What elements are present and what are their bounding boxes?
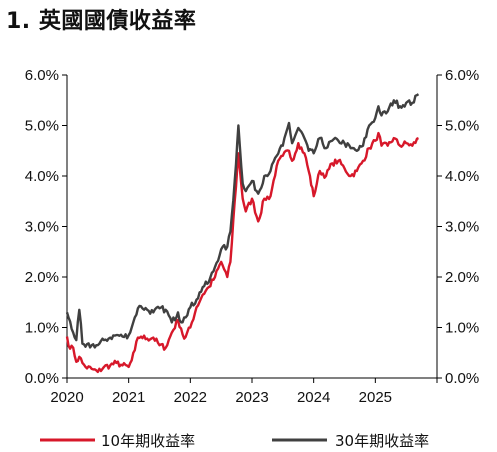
y-tick-label-left: 0.0% (25, 370, 59, 387)
y-tick-label-left: 3.0% (25, 219, 59, 236)
x-tick-label: 2025 (359, 389, 392, 406)
legend-label-30y: 30年期收益率 (335, 432, 429, 450)
x-tick-label: 2022 (174, 389, 207, 406)
series-30y-line (65, 93, 420, 349)
y-tick-label-left: 6.0% (25, 67, 59, 84)
y-tick-label-left: 5.0% (25, 118, 59, 135)
y-tick-label-right: 6.0% (445, 67, 479, 84)
y-tick-label-right: 2.0% (445, 269, 479, 286)
legend-label-10y: 10年期收益率 (101, 432, 195, 450)
y-tick-label-right: 5.0% (445, 118, 479, 135)
series-10y-line (65, 131, 419, 374)
y-tick-label-left: 4.0% (25, 168, 59, 185)
y-tick-label-right: 0.0% (445, 370, 479, 387)
x-tick-label: 2020 (50, 389, 83, 406)
y-tick-label-left: 2.0% (25, 269, 59, 286)
y-tick-label-right: 4.0% (445, 168, 479, 185)
axes-group: 0.0% 1.0% 2.0% 3.0% 4.0% 5.0% 6.0% 0.0% 1.0% 2.0%… (25, 67, 479, 406)
series-group (65, 93, 420, 374)
y-tick-label-right: 3.0% (445, 219, 479, 236)
chart-title: 1. 英國國債收益率 (6, 9, 197, 34)
y-tick-label-left: 1.0% (25, 320, 59, 337)
x-tick-label: 2024 (297, 389, 330, 406)
x-tick-label: 2021 (112, 389, 145, 406)
x-tick-label: 2023 (235, 389, 268, 406)
legend: 10年期收益率 30年期收益率 (40, 432, 429, 450)
y-tick-label-right: 1.0% (445, 320, 479, 337)
